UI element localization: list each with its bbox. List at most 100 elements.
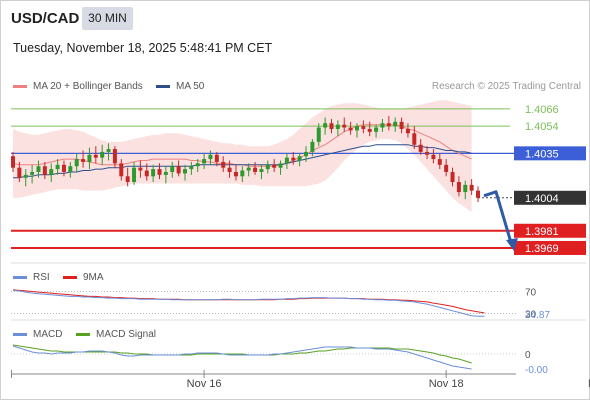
candle-body (49, 169, 54, 175)
candle-body (23, 174, 28, 178)
candle-body (11, 156, 15, 168)
candle-body (297, 156, 302, 161)
candle-body (310, 141, 315, 152)
credit-text: Research © 2025 Trading Central (431, 81, 581, 92)
candle-body (42, 166, 47, 175)
candle-body (450, 171, 455, 183)
candle-body (87, 154, 92, 162)
candle-body (100, 151, 105, 158)
candle-body (125, 176, 130, 183)
candle-body (81, 159, 86, 162)
candle-body (456, 182, 461, 193)
support-price-tag (514, 240, 586, 255)
timeframe-badge[interactable]: 30 MIN (82, 7, 133, 30)
candle-body (399, 121, 404, 129)
legend-ma50: MA 50 (156, 81, 204, 92)
candle-body (374, 127, 379, 132)
projection-arrow (483, 190, 514, 247)
time-axis-label: Nov 18 (429, 378, 464, 390)
candle-body (291, 157, 296, 161)
candle-body (240, 170, 245, 177)
candle-body (138, 167, 143, 171)
time-axis-label: Nov 19 (588, 378, 590, 390)
candle-body (36, 166, 41, 172)
support-label: 1.3969 (525, 243, 559, 255)
legend-macd: MACD (13, 329, 62, 340)
legend-rsi: RSI (13, 272, 50, 283)
candle-body (202, 159, 207, 164)
candle-body (189, 166, 194, 170)
candle-body (246, 167, 251, 171)
candle-body (74, 159, 79, 167)
candle-body (431, 154, 436, 160)
candle-body (151, 169, 156, 177)
legend-macd-swatch (13, 333, 27, 336)
candle-body (335, 124, 340, 129)
candle-body (214, 154, 219, 162)
candle-body (144, 170, 149, 177)
candle-body (55, 164, 60, 170)
candle-body (132, 167, 137, 183)
candle-body (393, 121, 398, 127)
legend-macd-signal-label: MACD Signal (96, 329, 157, 340)
support-price-tag (514, 223, 586, 238)
legend-rsi-swatch (13, 276, 27, 279)
timestamp: Tuesday, November 18, 2025 5:48:41 PM CE… (13, 41, 273, 55)
ma50-line (13, 144, 472, 179)
candle-body (253, 167, 258, 172)
candle-body (227, 167, 232, 172)
candle-body (444, 164, 449, 172)
legend-ma20: MA 20 + Bollinger Bands (13, 81, 143, 92)
candle-body (221, 161, 226, 168)
legend-ma20-swatch (13, 85, 27, 88)
candle-body (469, 184, 474, 191)
legend-9ma-swatch (63, 276, 77, 279)
pivot-label: 1.4035 (525, 148, 559, 160)
projection-arrowhead (506, 237, 518, 251)
candle-body (272, 164, 277, 168)
candle-body (354, 126, 359, 131)
rsi-current-label: 24.87 (525, 310, 550, 321)
legend-macd-signal: MACD Signal (76, 329, 156, 340)
legend-macd-label: MACD (33, 329, 63, 340)
legend-macd-signal-swatch (76, 333, 90, 336)
candle-body (361, 126, 366, 129)
legend-rsi-label: RSI (33, 272, 50, 283)
candle-body (329, 123, 334, 129)
pivot-price-tag (514, 146, 586, 161)
candle-body (463, 184, 468, 193)
macd-signal-line (12, 344, 472, 364)
macd-current-label: -0.00 (525, 365, 548, 376)
time-axis-label: Nov 16 (187, 378, 222, 390)
candle-body (367, 128, 372, 132)
candle-body (30, 171, 35, 175)
rsi-tick-label: 70 (525, 288, 537, 299)
candle-body (278, 163, 283, 168)
candle-body (208, 154, 213, 160)
support-label: 1.3981 (525, 226, 559, 238)
candle-body (342, 124, 347, 128)
candle-body (476, 190, 481, 198)
candle-body (323, 123, 328, 128)
legend-9ma: 9MA (63, 272, 104, 283)
macd-zero-label: 0 (525, 350, 531, 361)
candle-body (61, 164, 66, 172)
candle-body (437, 159, 442, 165)
candle-body (163, 171, 168, 175)
candle-body (304, 151, 309, 157)
candle-body (170, 166, 175, 172)
candle-body (68, 166, 73, 172)
candle-body (17, 167, 22, 178)
candle-body (425, 151, 430, 155)
candle-body (106, 149, 111, 152)
legend-ma50-label: MA 50 (176, 81, 205, 92)
candle-body (386, 123, 391, 127)
last-price-tag (514, 190, 586, 205)
candle-body (418, 144, 423, 152)
legend-ma20-label: MA 20 + Bollinger Bands (33, 81, 143, 92)
candle-body (284, 157, 289, 164)
candle-body (157, 169, 162, 175)
bollinger-band (13, 100, 472, 213)
candle-body (182, 169, 187, 174)
